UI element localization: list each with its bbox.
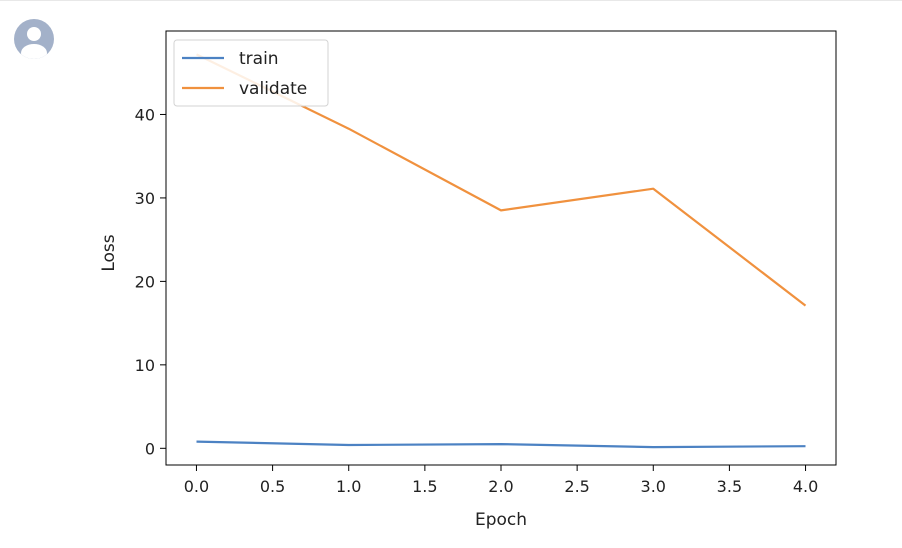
y-axis: 0 10 20 30 40	[135, 105, 166, 458]
x-tick-label: 3.0	[641, 477, 666, 496]
person-silhouette-icon	[21, 27, 47, 59]
y-tick-label: 30	[135, 189, 155, 208]
user-avatar-icon[interactable]	[14, 19, 54, 59]
x-tick-label: 1.5	[412, 477, 437, 496]
legend-label-train: train	[239, 49, 279, 69]
x-tick-label: 2.0	[488, 477, 513, 496]
y-tick-label: 10	[135, 356, 155, 375]
y-tick-label: 0	[145, 439, 155, 458]
top-divider	[0, 0, 902, 1]
x-tick-label: 3.5	[717, 477, 742, 496]
series-line-train	[196, 440, 806, 449]
y-tick-label: 20	[135, 272, 155, 291]
x-tick-label: 2.5	[564, 477, 589, 496]
y-axis-label: Loss	[99, 234, 119, 271]
y-tick-label: 40	[135, 105, 155, 124]
x-axis-label: Epoch	[475, 510, 527, 530]
legend-box	[173, 39, 329, 107]
legend-label-validate: validate	[239, 79, 307, 99]
x-tick-label: 1.0	[336, 477, 361, 496]
series-lines	[196, 53, 807, 449]
x-tick-label: 4.0	[793, 477, 818, 496]
x-tick-label: 0.0	[184, 477, 209, 496]
x-axis: 0.0 0.5 1.0 1.5 2.0 2.5 3.0 3.5 4.0	[184, 465, 818, 496]
legend: train validate	[173, 39, 329, 107]
x-tick-label: 0.5	[260, 477, 285, 496]
